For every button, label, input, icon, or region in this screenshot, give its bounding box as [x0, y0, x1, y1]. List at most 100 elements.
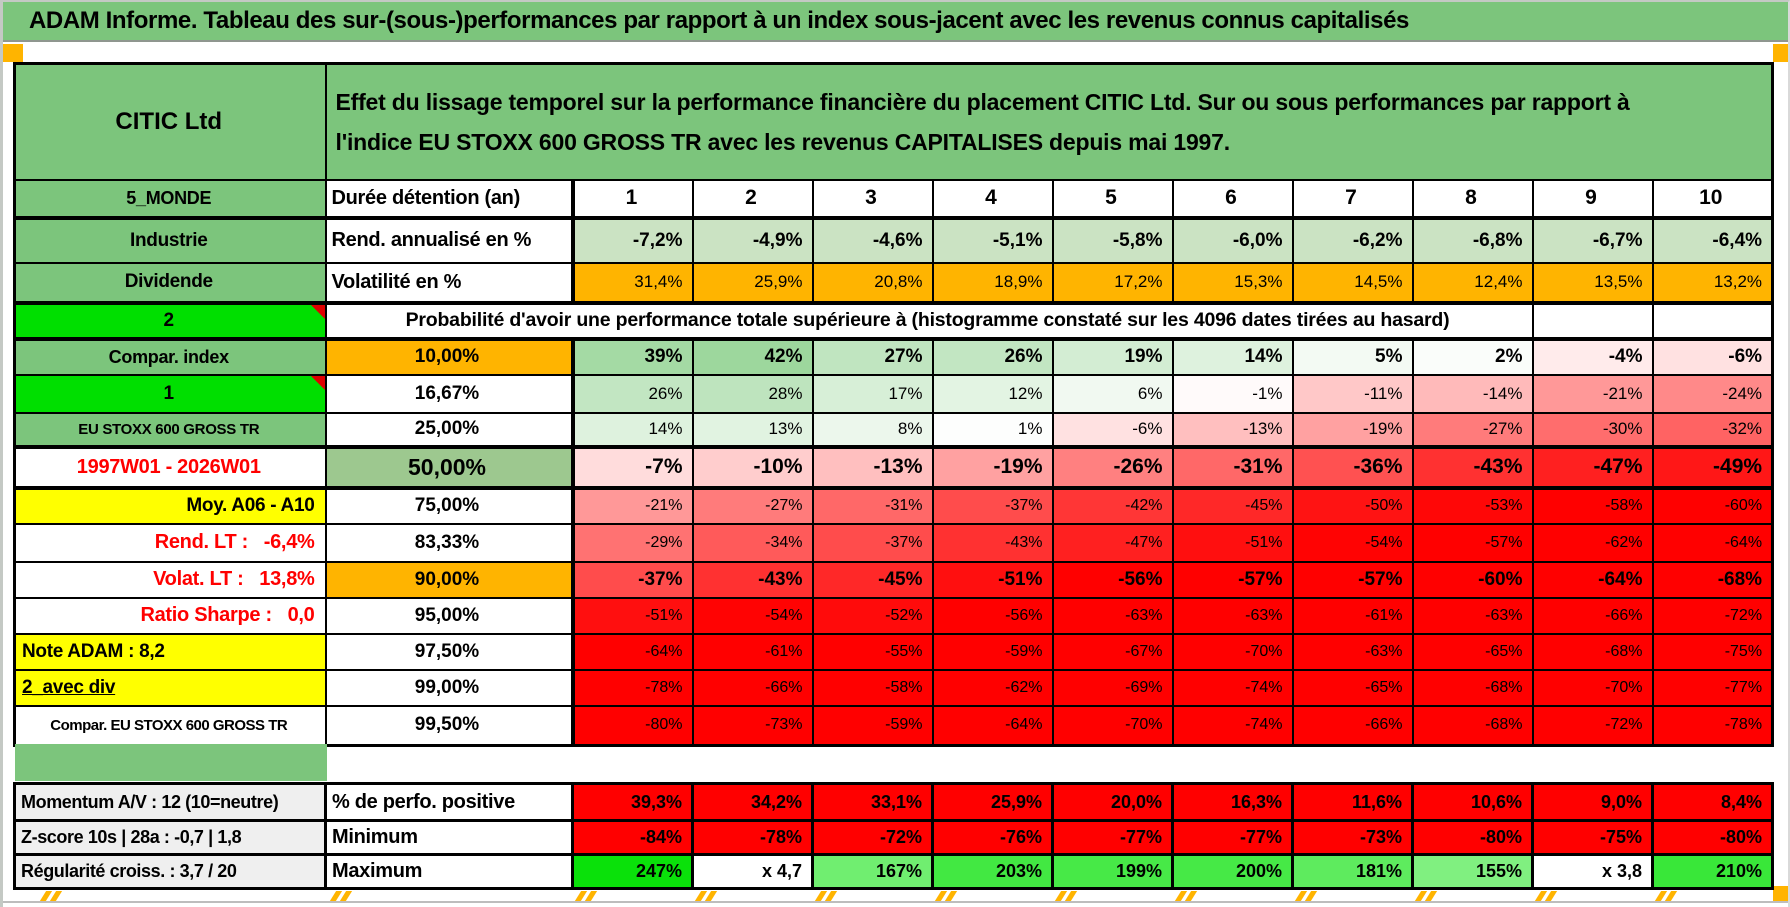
- cell[interactable]: -43%: [931, 522, 1054, 563]
- cell[interactable]: -7%: [571, 445, 694, 490]
- threshold-cell[interactable]: 99,00%: [324, 668, 575, 707]
- cell[interactable]: -54%: [1291, 522, 1414, 563]
- cell[interactable]: 2: [691, 178, 814, 220]
- cell[interactable]: 16,3%: [1171, 782, 1294, 822]
- cell[interactable]: -55%: [811, 632, 934, 671]
- cell[interactable]: -64%: [1651, 522, 1774, 563]
- cell[interactable]: -66%: [1531, 596, 1654, 635]
- cell[interactable]: -31%: [811, 486, 934, 525]
- cell[interactable]: -7,2%: [571, 216, 694, 264]
- row-label[interactable]: Ratio Sharpe : 0,0: [13, 596, 327, 635]
- threshold-cell[interactable]: 50,00%: [324, 445, 575, 490]
- cell[interactable]: -59%: [931, 632, 1054, 671]
- cell[interactable]: -78%: [571, 668, 694, 707]
- comment-cell[interactable]: 2: [13, 301, 327, 341]
- cell[interactable]: -51%: [1171, 522, 1294, 563]
- cell[interactable]: -30%: [1531, 411, 1654, 449]
- cell[interactable]: 14,5%: [1291, 261, 1414, 305]
- cell[interactable]: -66%: [1291, 704, 1414, 747]
- cell[interactable]: -57%: [1291, 560, 1414, 599]
- cell[interactable]: 5: [1051, 178, 1174, 220]
- cell[interactable]: -68%: [1411, 704, 1534, 747]
- cell[interactable]: 181%: [1291, 853, 1414, 890]
- cell[interactable]: 13,5%: [1531, 261, 1654, 305]
- cell[interactable]: 9: [1531, 178, 1654, 220]
- cell[interactable]: -21%: [571, 486, 694, 525]
- cell[interactable]: 8,4%: [1651, 782, 1774, 822]
- cell[interactable]: -84%: [571, 819, 694, 856]
- cell[interactable]: -57%: [1171, 560, 1294, 599]
- cell[interactable]: -26%: [1051, 445, 1174, 490]
- cell[interactable]: -6,8%: [1411, 216, 1534, 264]
- cell[interactable]: 34,2%: [691, 782, 814, 822]
- cell[interactable]: -72%: [1531, 704, 1654, 747]
- cell[interactable]: -65%: [1291, 668, 1414, 707]
- cell[interactable]: -53%: [1411, 486, 1534, 525]
- threshold-cell[interactable]: 90,00%: [324, 560, 575, 599]
- cell[interactable]: 20,0%: [1051, 782, 1174, 822]
- row-label[interactable]: Note ADAM : 8,2: [13, 632, 327, 671]
- regularity-label[interactable]: Régularité croiss. : 3,7 / 20: [13, 853, 327, 890]
- cell[interactable]: 2%: [1411, 337, 1534, 376]
- cell[interactable]: -37%: [571, 560, 694, 599]
- cell[interactable]: 7: [1291, 178, 1414, 220]
- cell[interactable]: -56%: [1051, 560, 1174, 599]
- cell[interactable]: x 4,7: [691, 853, 814, 890]
- cell[interactable]: 20,8%: [811, 261, 934, 305]
- cell[interactable]: -63%: [1411, 596, 1534, 635]
- cell[interactable]: -58%: [1531, 486, 1654, 525]
- row-label[interactable]: 2_avec div: [13, 668, 327, 707]
- cell[interactable]: 1%: [931, 411, 1054, 449]
- cell[interactable]: [1651, 301, 1774, 341]
- cell[interactable]: 39,3%: [571, 782, 694, 822]
- cell[interactable]: -45%: [1171, 486, 1294, 525]
- cell[interactable]: 15,3%: [1171, 261, 1294, 305]
- cell[interactable]: -47%: [1531, 445, 1654, 490]
- zscore-label[interactable]: Z-score 10s | 28a : -0,7 | 1,8: [13, 819, 327, 856]
- cell[interactable]: -77%: [1051, 819, 1174, 856]
- cell[interactable]: 13,2%: [1651, 261, 1774, 305]
- row-label[interactable]: Compar. index: [13, 337, 327, 376]
- cell[interactable]: -61%: [1291, 596, 1414, 635]
- cell[interactable]: -64%: [571, 632, 694, 671]
- cell[interactable]: 26%: [571, 373, 694, 414]
- cell[interactable]: -51%: [571, 596, 694, 635]
- cell[interactable]: 26%: [931, 337, 1054, 376]
- cell[interactable]: -80%: [1411, 819, 1534, 856]
- cell[interactable]: 14%: [1171, 337, 1294, 376]
- cell[interactable]: -24%: [1651, 373, 1774, 414]
- cell[interactable]: -63%: [1171, 596, 1294, 635]
- cell[interactable]: -73%: [1291, 819, 1414, 856]
- cell[interactable]: -72%: [1651, 596, 1774, 635]
- cell[interactable]: -62%: [931, 668, 1054, 707]
- cell[interactable]: 18,9%: [931, 261, 1054, 305]
- cell[interactable]: -47%: [1051, 522, 1174, 563]
- cell[interactable]: -61%: [691, 632, 814, 671]
- row-label[interactable]: 1: [13, 373, 327, 414]
- cell[interactable]: 203%: [931, 853, 1054, 890]
- cell[interactable]: -29%: [571, 522, 694, 563]
- cell[interactable]: -42%: [1051, 486, 1174, 525]
- cell[interactable]: -50%: [1291, 486, 1414, 525]
- cell[interactable]: -66%: [691, 668, 814, 707]
- cell[interactable]: 28%: [691, 373, 814, 414]
- cell[interactable]: -80%: [571, 704, 694, 747]
- cell[interactable]: -36%: [1291, 445, 1414, 490]
- cell[interactable]: -76%: [931, 819, 1054, 856]
- cell[interactable]: -64%: [931, 704, 1054, 747]
- cell[interactable]: -4,6%: [811, 216, 934, 264]
- cell[interactable]: -19%: [1291, 411, 1414, 449]
- cell[interactable]: 8%: [811, 411, 934, 449]
- cell[interactable]: -13%: [811, 445, 934, 490]
- cell[interactable]: -78%: [1651, 704, 1774, 747]
- row-label[interactable]: Moy. A06 - A10: [13, 486, 327, 525]
- threshold-cell[interactable]: 25,00%: [324, 411, 575, 449]
- cell[interactable]: -6,7%: [1531, 216, 1654, 264]
- cell[interactable]: -58%: [811, 668, 934, 707]
- cell[interactable]: -63%: [1291, 632, 1414, 671]
- cell[interactable]: -57%: [1411, 522, 1534, 563]
- cell[interactable]: 25,9%: [931, 782, 1054, 822]
- cell[interactable]: -73%: [691, 704, 814, 747]
- cell[interactable]: -77%: [1651, 668, 1774, 707]
- cell[interactable]: -54%: [691, 596, 814, 635]
